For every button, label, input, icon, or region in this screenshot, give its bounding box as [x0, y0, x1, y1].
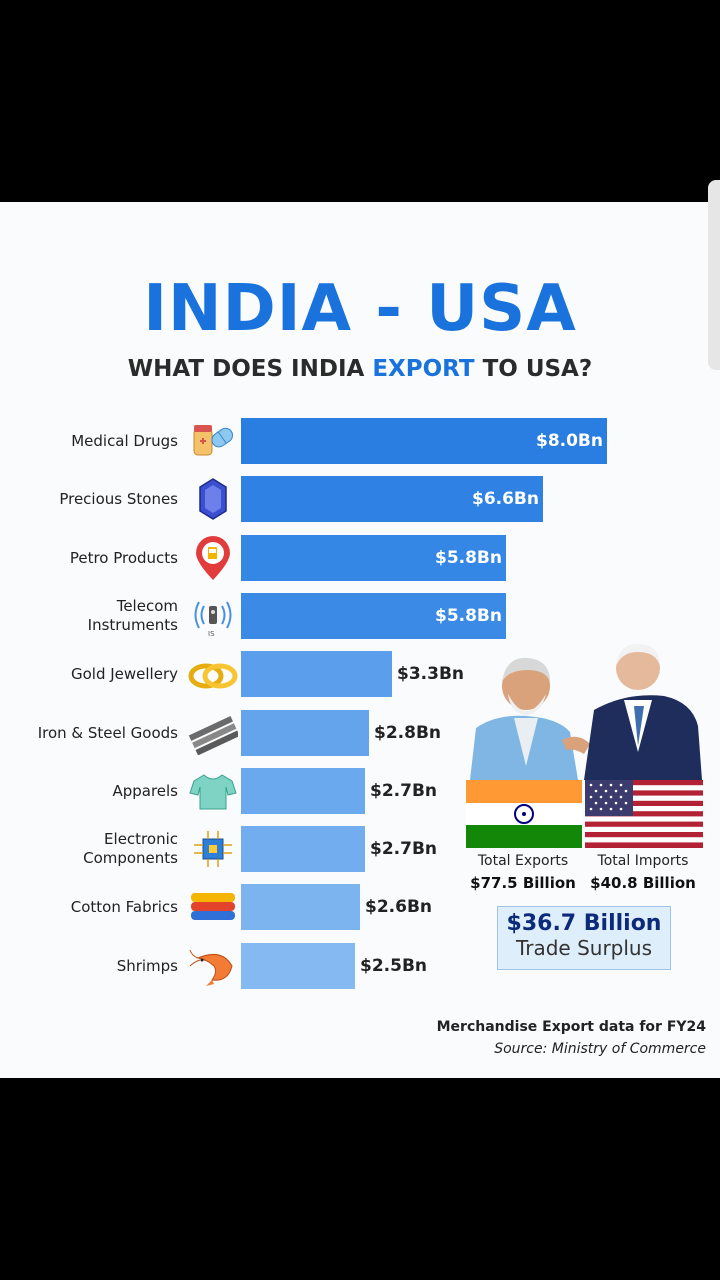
category-label: Petro Products — [69, 548, 178, 567]
bar — [241, 826, 365, 873]
shirt-icon — [188, 769, 238, 813]
category-label: Apparels — [112, 781, 178, 800]
total-imports-value: $40.8 Billion — [590, 874, 696, 892]
page-title: INDIA - USA — [143, 272, 577, 346]
gold-rings-icon — [188, 652, 238, 696]
bar-value-label: $2.8Bn — [374, 722, 442, 743]
total-exports-label: Total Exports — [477, 853, 569, 869]
page-subtitle: WHAT DOES INDIA EXPORT TO USA? — [0, 356, 720, 382]
bar-value-label: $6.6Bn — [471, 489, 539, 510]
bar-value-label: $8.0Bn — [535, 431, 603, 451]
bar — [241, 592, 506, 639]
fuel-pin-icon — [188, 535, 238, 580]
bar — [241, 884, 360, 931]
bar — [241, 651, 392, 698]
bar — [241, 534, 506, 581]
bar-value-label: $3.3Bn — [397, 664, 465, 685]
bar — [241, 767, 365, 814]
category-label: Telecom Instruments — [87, 596, 178, 634]
category-label: Shrimps — [116, 956, 178, 975]
pills-icon — [188, 419, 238, 463]
steel-bars-icon — [188, 711, 240, 755]
subtitle-highlight: EXPORT — [372, 356, 475, 382]
bar-value-label: $5.8Bn — [434, 605, 502, 626]
category-label: Gold Jewellery — [70, 665, 178, 684]
category-label: Electronic Components — [83, 830, 178, 868]
category-label: Precious Stones — [59, 490, 178, 509]
source-footnote: Source: Ministry of Commerce — [494, 1041, 706, 1057]
shrimp-icon — [188, 944, 238, 988]
chip-icon — [188, 827, 238, 871]
category-label: Iron & Steel Goods — [37, 723, 178, 742]
subtitle-pre: WHAT DOES INDIA — [127, 356, 373, 382]
bar-value-label: $5.8Bn — [434, 547, 502, 568]
leaders-photo — [466, 636, 706, 780]
india-flag — [466, 780, 582, 848]
telecom-signal-icon: IS — [188, 594, 238, 638]
bar — [241, 942, 355, 989]
gemstone-icon — [188, 477, 238, 521]
category-label: Cotton Fabrics — [70, 898, 178, 917]
usa-flag — [585, 780, 703, 848]
trade-surplus-box: $36.7 Billion Trade Surplus — [497, 906, 671, 970]
bar — [241, 418, 607, 464]
bar-value-label: $2.7Bn — [370, 780, 438, 801]
total-imports-label: Total Imports — [597, 853, 689, 869]
data-footnote: Merchandise Export data for FY24 — [436, 1019, 706, 1035]
svg-text:IS: IS — [208, 630, 215, 638]
subtitle-post: TO USA? — [474, 356, 593, 382]
bar — [241, 476, 543, 523]
category-label: Medical Drugs — [71, 432, 178, 450]
bar — [241, 709, 369, 756]
bar-value-label: $2.7Bn — [370, 839, 438, 860]
fabric-stack-icon — [188, 885, 238, 929]
bar-value-label: $2.5Bn — [360, 955, 428, 976]
scrollbar-handle[interactable] — [708, 180, 720, 370]
trade-surplus-label: Trade Surplus — [515, 936, 653, 960]
trade-surplus-value: $36.7 Billion — [506, 911, 662, 936]
bar-value-label: $2.6Bn — [365, 897, 433, 918]
total-exports-value: $77.5 Billion — [470, 874, 576, 892]
